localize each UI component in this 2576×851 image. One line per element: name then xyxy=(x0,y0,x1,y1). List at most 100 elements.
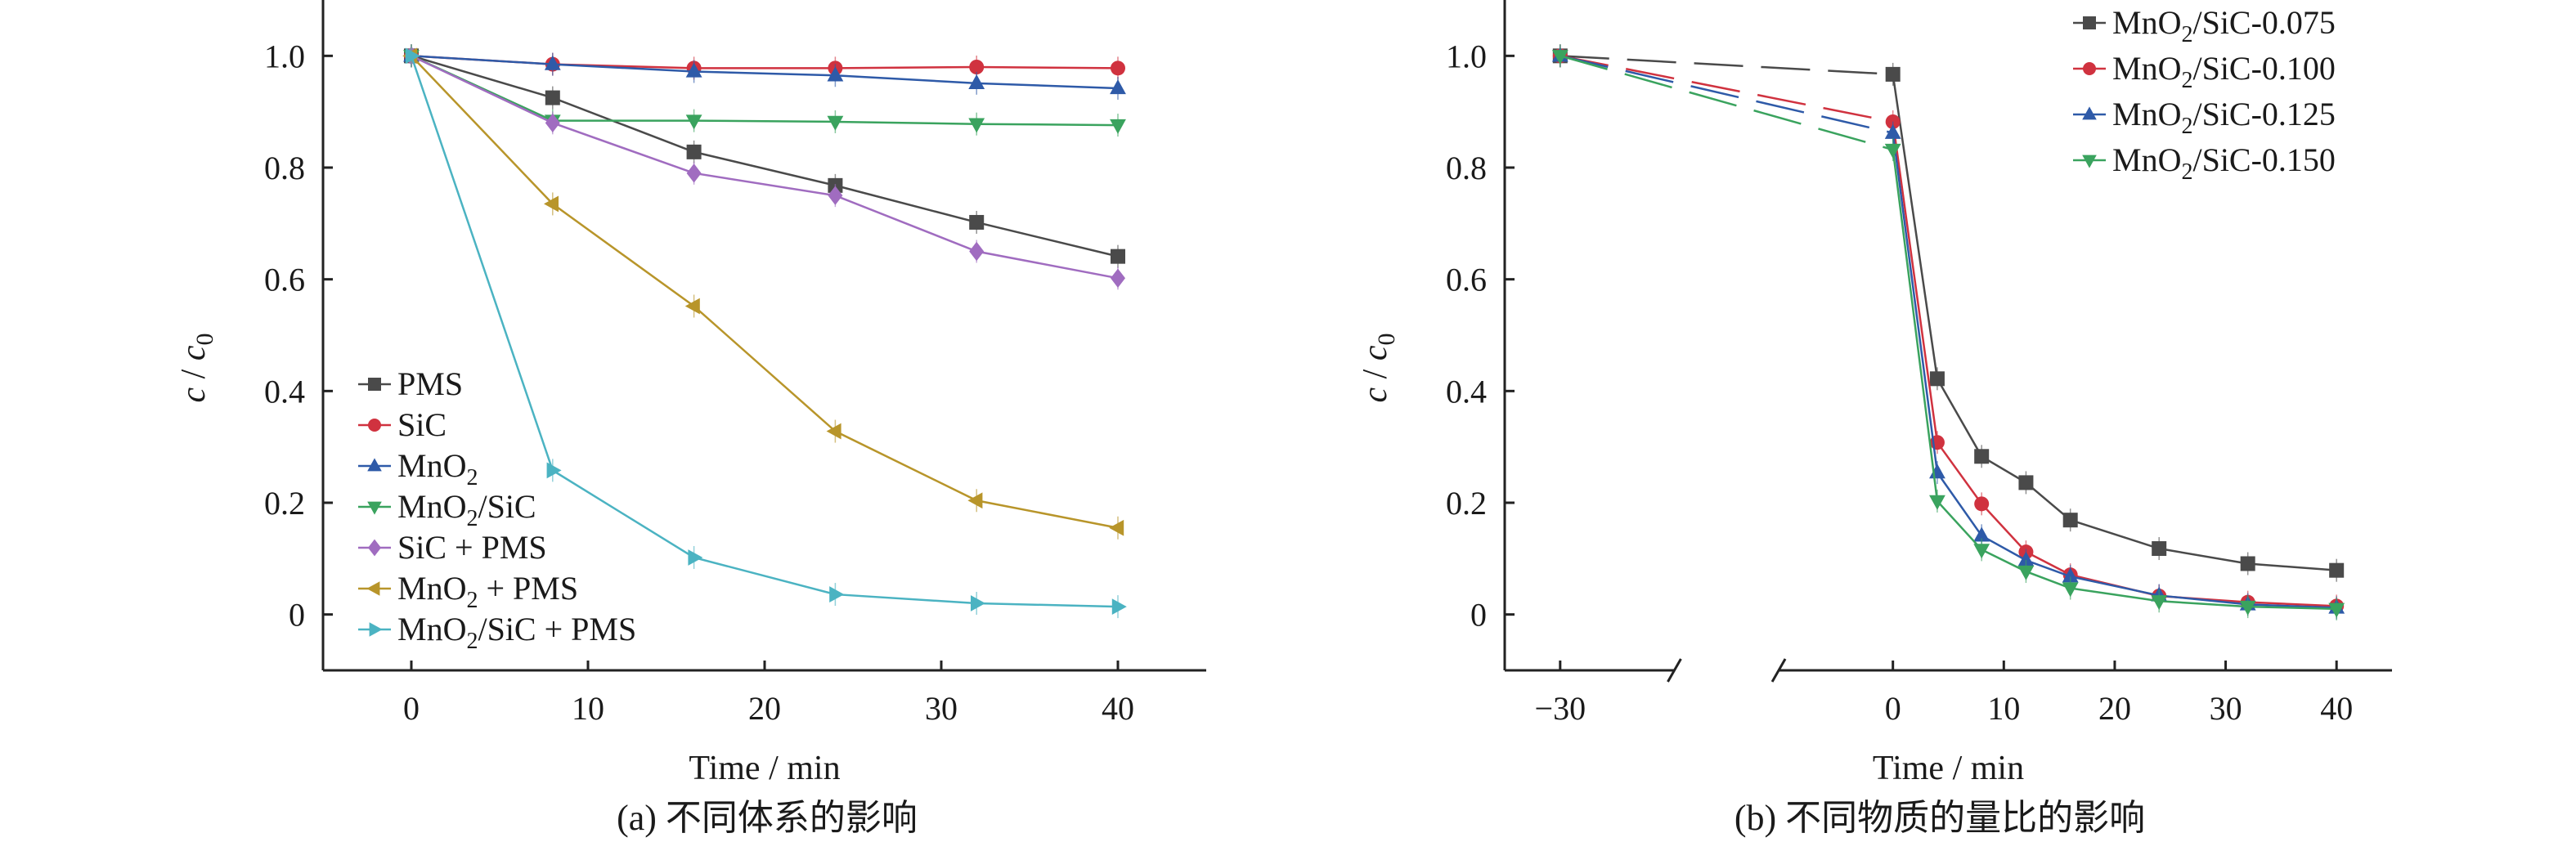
legend-entry: SiC xyxy=(358,406,447,443)
data-point xyxy=(827,66,844,82)
legend-entry: PMS xyxy=(358,365,463,402)
series-line-break-segment xyxy=(1560,55,1894,151)
data-point xyxy=(686,163,702,183)
series-line xyxy=(411,55,1119,529)
data-point xyxy=(546,462,562,479)
data-point xyxy=(1974,449,1990,464)
data-point xyxy=(685,114,702,130)
data-point xyxy=(2017,551,2035,567)
legend-label: MnO2 xyxy=(397,447,478,490)
series-line xyxy=(1892,121,2337,607)
data-point xyxy=(544,195,559,213)
data-point xyxy=(971,595,985,611)
series-line-break-segment xyxy=(1560,55,1893,134)
data-point xyxy=(545,90,560,105)
data-point xyxy=(1929,371,1945,387)
legend-entry: MnO2 + PMS xyxy=(358,570,578,613)
data-point xyxy=(684,298,700,315)
series-line xyxy=(1892,74,2337,571)
series-line-break-segment xyxy=(1560,55,1893,123)
data-point xyxy=(1111,60,1125,76)
data-point xyxy=(969,60,985,74)
legend-marker xyxy=(369,622,383,637)
x-tick-label: 0 xyxy=(1885,690,1901,727)
series-3 xyxy=(1551,44,2345,620)
series-line-break-segment xyxy=(1560,55,1893,76)
data-point xyxy=(1551,50,1568,65)
data-point xyxy=(1929,495,1945,510)
legend-entry: MnO2/SiC-0.150 xyxy=(2073,141,2336,185)
y-tick-label: 0 xyxy=(1470,597,1487,634)
legend-marker xyxy=(368,419,381,432)
legend-label: MnO2 + PMS xyxy=(397,570,578,613)
data-point xyxy=(829,586,845,602)
y-axis-title: c / c0 xyxy=(175,334,218,403)
series-2 xyxy=(403,44,1126,100)
data-point xyxy=(2239,600,2256,616)
y-tick-label: 0.6 xyxy=(1446,262,1487,298)
legend-marker xyxy=(2083,62,2096,75)
legend-marker xyxy=(367,501,382,515)
data-point xyxy=(967,492,983,509)
y-tick-label: 0.4 xyxy=(264,373,305,410)
legend-entry: MnO2/SiC-0.075 xyxy=(2073,4,2336,47)
x-tick-label: 30 xyxy=(2210,690,2242,727)
chart-panel-a: 0 10 20 30 40 0 0.2 0.4 0.6 0.8 1.0 Time / min c / c… xyxy=(175,0,1206,787)
y-tick-label: 0.4 xyxy=(1446,373,1487,410)
legend-label: MnO2/SiC-0.125 xyxy=(2112,96,2336,139)
legend-marker xyxy=(2082,106,2097,120)
x-tick-label: 0 xyxy=(403,690,420,727)
legend-marker xyxy=(366,581,380,596)
data-point xyxy=(1884,143,1901,159)
data-point xyxy=(545,113,560,133)
data-point xyxy=(544,55,561,70)
y-tick-label: 0.2 xyxy=(1446,485,1487,522)
legend-label: MnO2/SiC-0.075 xyxy=(2112,4,2336,47)
data-point xyxy=(1929,464,1945,479)
y-tick-label: 0.6 xyxy=(264,262,305,298)
legend-label: MnO2/SiC + PMS xyxy=(397,611,636,654)
x-tick-label: 10 xyxy=(1987,690,2020,727)
data-point xyxy=(827,115,844,131)
data-point xyxy=(2062,582,2079,598)
series-0 xyxy=(404,44,1125,268)
data-point xyxy=(2240,556,2255,571)
series-line xyxy=(411,55,1119,280)
data-point xyxy=(968,74,985,90)
series-line xyxy=(411,55,1119,90)
data-point xyxy=(1973,544,1990,559)
legend-entry: MnO2/SiC xyxy=(358,488,536,531)
legend-label: MnO2/SiC-0.100 xyxy=(2112,50,2336,93)
caption-a: (a) 不同体系的影响 xyxy=(617,798,918,838)
data-point xyxy=(2329,562,2345,578)
data-point xyxy=(968,118,985,133)
legend-marker xyxy=(368,378,381,391)
data-point xyxy=(826,423,841,440)
y-tick-label: 0 xyxy=(289,597,305,634)
series-line xyxy=(411,55,1119,127)
chart-panel-b: −30 0 10 20 30 40 0 0.2 0.4 0.6 0.8 1.0 Time / min c … xyxy=(1357,0,2392,787)
series-4 xyxy=(404,44,1125,290)
data-point xyxy=(2062,567,2079,583)
axis-break-mark xyxy=(1667,658,1682,683)
data-point xyxy=(1111,249,1125,264)
x-tick-label: 10 xyxy=(572,690,604,727)
series-6 xyxy=(405,44,1127,619)
legend-entry: MnO2/SiC-0.125 xyxy=(2073,96,2336,139)
series-5 xyxy=(402,44,1124,540)
legend-label: MnO2/SiC xyxy=(397,488,536,531)
x-tick-label: 20 xyxy=(2098,690,2131,727)
legend-marker xyxy=(367,458,382,472)
legend-entry: MnO2 xyxy=(358,447,478,490)
y-tick-label: 1.0 xyxy=(1446,38,1487,74)
data-point xyxy=(1973,526,1990,542)
data-point xyxy=(1885,66,1901,82)
data-point xyxy=(685,62,702,78)
y-axis-title: c / c0 xyxy=(1357,334,1400,403)
y-tick-label: 0.8 xyxy=(1446,150,1487,186)
data-point xyxy=(1109,519,1124,536)
series-line xyxy=(1892,149,2337,611)
series-line xyxy=(1892,132,2337,609)
data-point xyxy=(405,47,420,65)
